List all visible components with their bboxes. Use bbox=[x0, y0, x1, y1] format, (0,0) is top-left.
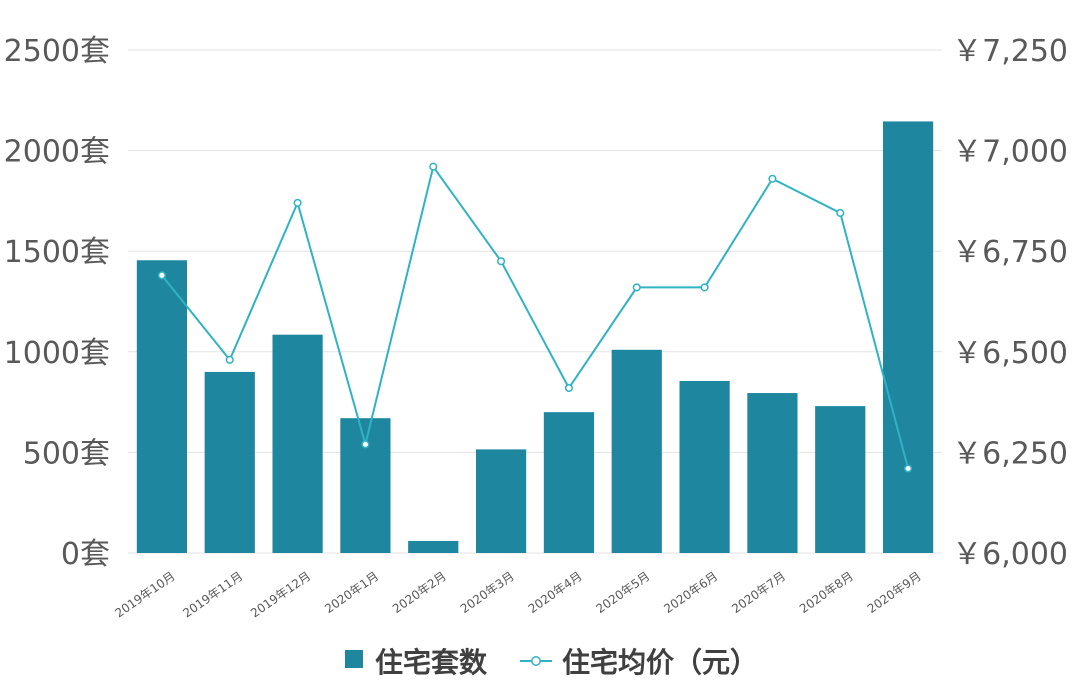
right-tick-label-4: ￥7,000 bbox=[952, 135, 1068, 170]
price-point-11 bbox=[904, 464, 913, 473]
left-tick-label-4: 2000套 bbox=[4, 135, 110, 170]
grid-lines bbox=[128, 49, 942, 554]
bar-series bbox=[136, 121, 934, 554]
bar-8 bbox=[679, 380, 730, 553]
x-axis: 2019年10月 2019年11月 2019年12月 2020年1月 2020年2月 20… bbox=[112, 569, 923, 621]
price-point-3 bbox=[361, 440, 370, 449]
x-tick-label-8: 2020年6月 bbox=[661, 569, 720, 616]
bar-9 bbox=[747, 393, 798, 553]
price-point-0 bbox=[157, 271, 166, 280]
line-series bbox=[157, 162, 913, 473]
right-tick-label-5: ￥7,250 bbox=[952, 34, 1068, 69]
price-point-4 bbox=[429, 162, 438, 171]
left-tick-label-0: 0套 bbox=[61, 537, 110, 572]
bar-2 bbox=[272, 334, 323, 553]
price-line bbox=[161, 164, 910, 469]
bar-6 bbox=[543, 412, 595, 553]
left-tick-label-3: 1500套 bbox=[4, 235, 110, 270]
bar-3 bbox=[340, 418, 391, 553]
legend-line-label: 住宅均价（元） bbox=[562, 646, 758, 679]
right-tick-label-1: ￥6,250 bbox=[952, 436, 1068, 471]
x-tick-label-2: 2019年12月 bbox=[248, 569, 313, 621]
x-tick-label-6: 2020年4月 bbox=[526, 569, 585, 616]
bar-11 bbox=[882, 121, 934, 554]
price-point-9 bbox=[768, 174, 777, 183]
x-tick-label-9: 2020年7月 bbox=[729, 569, 788, 616]
x-tick-label-10: 2020年8月 bbox=[797, 569, 856, 616]
legend: 住宅套数 住宅均价（元） bbox=[345, 646, 758, 679]
right-axis: ￥6,000 ￥6,250 ￥6,500 ￥6,750 ￥7,000 ￥7,250 bbox=[952, 34, 1068, 572]
bar-10 bbox=[815, 406, 866, 553]
left-tick-label-2: 1000套 bbox=[4, 336, 110, 371]
bar-7 bbox=[611, 349, 662, 553]
legend-bar-swatch bbox=[345, 650, 363, 668]
bar-4 bbox=[408, 540, 459, 553]
right-tick-label-0: ￥6,000 bbox=[952, 537, 1068, 572]
bar-5 bbox=[475, 449, 527, 553]
x-tick-label-11: 2020年9月 bbox=[865, 569, 924, 616]
x-tick-label-5: 2020年3月 bbox=[458, 569, 517, 616]
bar-0 bbox=[136, 260, 188, 553]
left-axis: 0套 500套 1000套 1500套 2000套 2500套 bbox=[4, 34, 110, 572]
left-tick-label-1: 500套 bbox=[23, 436, 110, 471]
legend-line-marker bbox=[531, 656, 541, 666]
x-tick-label-0: 2019年10月 bbox=[112, 569, 177, 621]
x-tick-label-3: 2020年1月 bbox=[322, 569, 381, 616]
price-point-10 bbox=[836, 208, 845, 218]
price-point-1 bbox=[225, 355, 234, 364]
price-point-5 bbox=[497, 257, 506, 266]
x-tick-label-1: 2019年11月 bbox=[180, 569, 245, 621]
right-tick-label-2: ￥6,500 bbox=[952, 336, 1068, 371]
bar-1 bbox=[204, 371, 255, 553]
price-point-2 bbox=[293, 198, 302, 207]
left-tick-label-5: 2500套 bbox=[4, 34, 110, 69]
x-tick-label-4: 2020年2月 bbox=[390, 569, 449, 616]
price-point-6 bbox=[564, 383, 573, 393]
x-tick-label-7: 2020年5月 bbox=[593, 569, 652, 616]
price-point-8 bbox=[700, 283, 709, 292]
price-point-7 bbox=[632, 283, 641, 292]
legend-bar-label: 住宅套数 bbox=[375, 646, 488, 679]
right-tick-label-3: ￥6,750 bbox=[952, 235, 1068, 270]
